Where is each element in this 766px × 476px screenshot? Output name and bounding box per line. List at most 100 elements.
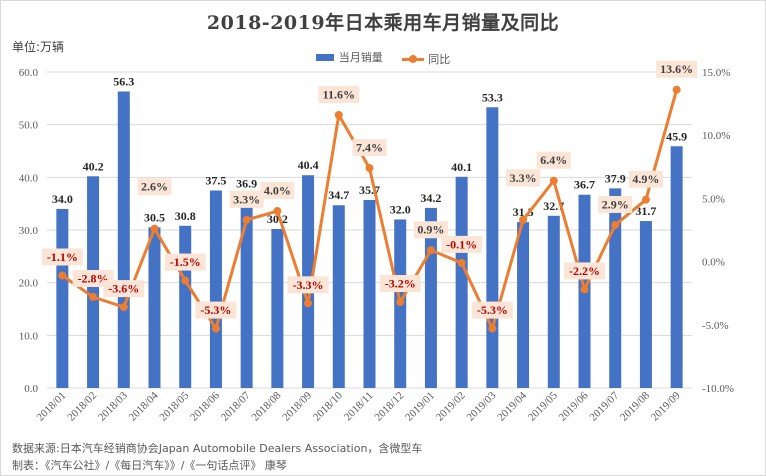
bar: [486, 107, 499, 388]
bar-data-label: 56.3: [113, 74, 134, 88]
x-tick-label: 2019/06: [557, 389, 591, 423]
yoy-marker: [58, 271, 67, 280]
yoy-data-label: -2.2%: [564, 262, 605, 280]
x-tick-label: 2019/03: [464, 389, 498, 423]
label-text: -3.3%: [293, 278, 324, 292]
yoy-marker: [672, 85, 681, 94]
yoy-data-label: -5.3%: [471, 301, 513, 319]
yoy-marker: [549, 176, 558, 185]
data-source-note: 数据来源:日本汽车经销商协会Japan Automobile Dealers A…: [12, 442, 423, 455]
yoy-marker: [611, 220, 620, 229]
bar: [363, 199, 376, 388]
yoy-data-label: -5.3%: [195, 301, 237, 319]
right-tick-label: 15.0%: [702, 67, 730, 79]
yoy-data-label: 3.3%: [506, 169, 541, 187]
right-tick-label: -5.0%: [702, 320, 729, 332]
label-box: [413, 221, 448, 239]
left-tick-label: 10.0: [19, 330, 39, 342]
bar-data-label: 30.8: [175, 209, 196, 223]
bar: [148, 227, 161, 388]
x-tick-label: 2018/12: [372, 390, 406, 424]
yoy-data-label: 4.0%: [260, 182, 295, 200]
bar-data-label: 36.9: [236, 177, 257, 191]
label-box: [318, 85, 360, 103]
yoy-marker: [426, 246, 435, 255]
legend-line-swatch-icon: [402, 54, 425, 63]
x-tick-label: 2018/07: [219, 389, 253, 423]
label-text: 6.4%: [540, 153, 567, 167]
bar-data-label: 36.7: [574, 178, 595, 192]
label-text: -2.8%: [78, 271, 109, 285]
x-tick-label: 2019/09: [649, 389, 683, 423]
bar-data-label: 31.7: [635, 204, 656, 218]
yoy-data-label: 6.4%: [536, 151, 571, 169]
bar-data-label: 32.0: [390, 202, 411, 216]
label-box: [379, 275, 421, 293]
yoy-marker: [519, 215, 528, 224]
left-tick-label: 0.0: [24, 383, 38, 395]
chart-title: 2018-2019年日本乘用车月销量及同比: [206, 12, 560, 34]
right-axis-ticks: -10.0% -5.0% 0.0% 5.0% 10.0% 15.0%: [702, 67, 734, 395]
legend: 当月销量 同比: [0, 49, 766, 67]
label-box: [260, 182, 295, 200]
label-text: 0.9%: [417, 223, 444, 237]
label-text: 2.6%: [141, 180, 168, 194]
bar: [332, 205, 345, 388]
unit-label: 单位:万辆: [12, 40, 65, 54]
yoy-data-label: 3.3%: [229, 190, 264, 208]
label-text: -3.6%: [108, 282, 139, 296]
bar-data-label: 40.1: [451, 160, 472, 174]
yoy-marker: [457, 258, 466, 267]
yoy-marker: [334, 110, 343, 119]
bar-data-label: 34.0: [52, 192, 73, 206]
label-text: -5.3%: [200, 303, 231, 317]
right-tick-label: -10.0%: [702, 383, 734, 395]
bar: [639, 221, 652, 388]
x-tick-label: 2018/09: [280, 389, 314, 423]
x-tick-label: 2018/03: [96, 389, 130, 423]
x-tick-label: 2019/07: [587, 389, 621, 423]
yoy-data-label: -0.1%: [441, 235, 483, 253]
bar: [240, 193, 253, 388]
right-tick-label: 5.0%: [702, 193, 725, 205]
yoy-data-label: -3.2%: [379, 275, 421, 293]
label-text: -5.3%: [477, 303, 508, 317]
bar-series: [56, 91, 683, 388]
yoy-marker: [396, 298, 405, 307]
label-text: -3.2%: [385, 277, 416, 291]
yoy-marker: [242, 215, 251, 224]
legend-item-yoy: 同比: [402, 51, 450, 67]
label-text: 7.4%: [356, 141, 383, 155]
x-tick-label: 2019/04: [495, 389, 529, 423]
bar-data-label: 30.5: [144, 210, 165, 224]
x-tick-label: 2018/02: [65, 390, 99, 424]
bar: [271, 228, 284, 388]
yoy-marker: [488, 324, 497, 333]
legend-label-yoy: 同比: [428, 53, 451, 66]
label-box: [656, 60, 698, 78]
label-box: [352, 139, 387, 157]
label-box: [598, 195, 633, 213]
bar: [517, 222, 530, 388]
label-text: 2.9%: [602, 197, 629, 211]
label-text: 3.3%: [233, 192, 260, 206]
line-series: [58, 85, 681, 333]
left-tick-label: 50.0: [19, 120, 39, 132]
bar-data-label: 37.9: [605, 171, 626, 185]
label-box: [195, 301, 237, 319]
left-tick-label: 60.0: [19, 67, 39, 79]
label-text: -0.1%: [446, 237, 477, 251]
x-tick-label: 2019/05: [526, 389, 560, 423]
label-box: [103, 280, 145, 298]
yoy-marker: [211, 324, 220, 333]
yoy-data-label: 2.9%: [598, 195, 633, 213]
x-tick-label: 2019/08: [618, 389, 652, 423]
x-tick-label: 2018/11: [342, 390, 376, 424]
left-tick-label: 30.0: [19, 225, 39, 237]
label-text: 4.9%: [632, 172, 659, 186]
x-axis-ticks: 2018/012018/022018/032018/042018/052018/…: [34, 389, 683, 423]
label-box: [628, 170, 663, 188]
yoy-marker: [641, 195, 650, 204]
bar-data-label: 45.9: [666, 129, 687, 143]
